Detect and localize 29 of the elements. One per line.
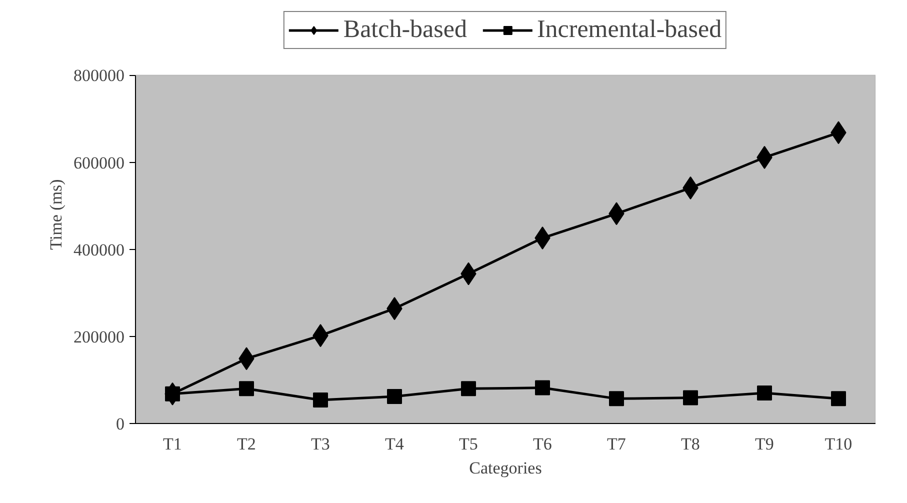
- point: [757, 386, 772, 401]
- x-tick-label: T6: [533, 434, 552, 454]
- point: [313, 392, 328, 408]
- x-axis-title: Categories: [469, 458, 542, 478]
- point: [239, 381, 254, 396]
- point: [535, 380, 550, 396]
- x-tick-label: T7: [607, 434, 626, 454]
- y-tick-label: 200000: [74, 327, 124, 346]
- point: [683, 390, 698, 406]
- point: [609, 391, 624, 406]
- x-tick-label: T4: [385, 434, 404, 454]
- legend-label: Batch-based: [343, 16, 467, 44]
- point: [165, 386, 180, 402]
- y-tick-label: 600000: [74, 153, 124, 172]
- x-tick-label: T8: [681, 434, 700, 454]
- x-tick-label: T9: [755, 434, 774, 454]
- x-tick-label: T2: [237, 434, 256, 454]
- legend-label: Incremental-based: [536, 16, 722, 44]
- point: [831, 391, 846, 406]
- x-tick-label: T5: [459, 434, 478, 454]
- y-axis-title: Time (ms): [46, 179, 66, 250]
- x-tick-label: T3: [311, 434, 330, 454]
- x-tick-label: T1: [163, 434, 182, 454]
- y-tick-label: 400000: [74, 240, 124, 260]
- y-tick-label: 0: [116, 414, 124, 434]
- point: [461, 381, 476, 396]
- x-tick-label: T10: [824, 434, 852, 454]
- y-tick-label: 800000: [74, 66, 124, 86]
- point: [387, 389, 402, 404]
